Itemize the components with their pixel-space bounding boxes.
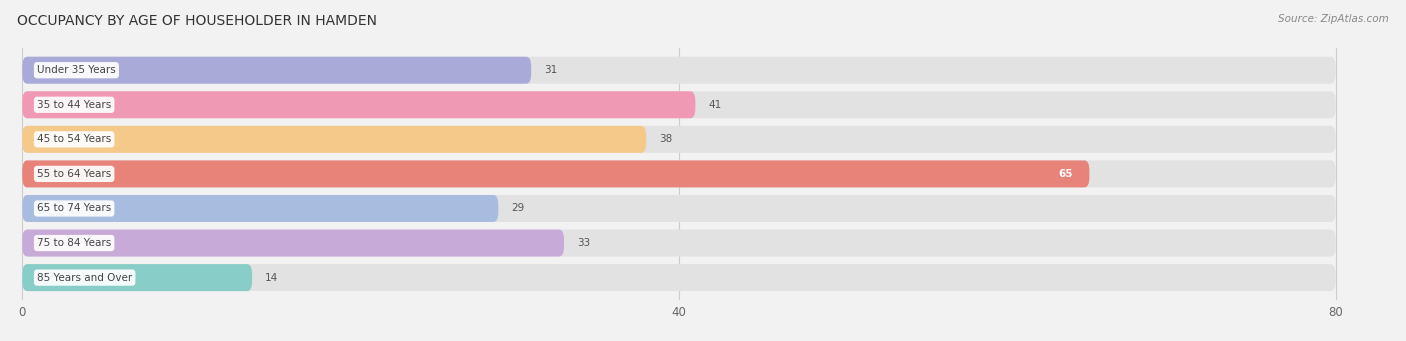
Text: Under 35 Years: Under 35 Years [37,65,115,75]
FancyBboxPatch shape [22,91,1336,118]
Text: 41: 41 [709,100,721,110]
FancyBboxPatch shape [22,264,252,291]
Text: 75 to 84 Years: 75 to 84 Years [37,238,111,248]
Text: 33: 33 [578,238,591,248]
Text: 31: 31 [544,65,558,75]
FancyBboxPatch shape [22,57,531,84]
Text: 14: 14 [266,272,278,283]
Text: 29: 29 [512,204,524,213]
Text: 65: 65 [1059,169,1073,179]
FancyBboxPatch shape [22,126,647,153]
Text: 35 to 44 Years: 35 to 44 Years [37,100,111,110]
Text: Source: ZipAtlas.com: Source: ZipAtlas.com [1278,14,1389,24]
FancyBboxPatch shape [22,160,1336,188]
Text: 38: 38 [659,134,672,144]
Text: 85 Years and Over: 85 Years and Over [37,272,132,283]
FancyBboxPatch shape [22,229,564,256]
FancyBboxPatch shape [22,160,1090,188]
FancyBboxPatch shape [22,57,1336,84]
Text: 65 to 74 Years: 65 to 74 Years [37,204,111,213]
Text: OCCUPANCY BY AGE OF HOUSEHOLDER IN HAMDEN: OCCUPANCY BY AGE OF HOUSEHOLDER IN HAMDE… [17,14,377,28]
FancyBboxPatch shape [22,195,498,222]
FancyBboxPatch shape [22,91,696,118]
FancyBboxPatch shape [22,126,1336,153]
FancyBboxPatch shape [22,195,1336,222]
Text: 45 to 54 Years: 45 to 54 Years [37,134,111,144]
FancyBboxPatch shape [22,229,1336,256]
FancyBboxPatch shape [22,264,1336,291]
Text: 55 to 64 Years: 55 to 64 Years [37,169,111,179]
